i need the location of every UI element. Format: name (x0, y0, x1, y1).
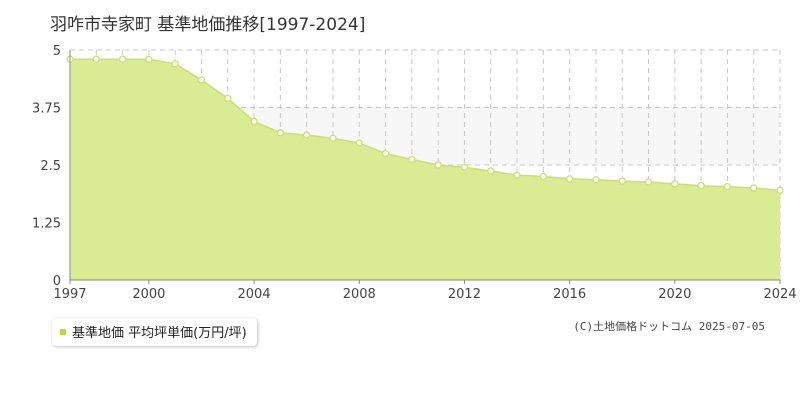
series-line (70, 58, 781, 192)
data-point (697, 182, 705, 190)
y-tick-label: 1.25 (32, 217, 61, 232)
chart-title: 羽咋市寺家町 基準地価推移[1997-2024] (50, 15, 366, 35)
legend: 基準地価 平均坪単価(万円/坪) (52, 318, 257, 346)
data-point (434, 161, 442, 169)
x-tick-label: 2000 (132, 287, 165, 302)
x-tick-label: 1997 (53, 287, 86, 302)
data-point (723, 182, 732, 191)
x-tick-label: 2016 (553, 287, 586, 302)
legend-label: 基準地価 平均坪単価(万円/坪) (72, 326, 247, 341)
data-point (118, 55, 127, 63)
data-point (750, 184, 758, 192)
y-tick-labels: 0 1.25 2.5 3.75 5 (32, 44, 61, 289)
data-point (92, 55, 100, 63)
area-series (70, 59, 780, 281)
x-tick-label: 2020 (658, 287, 691, 302)
data-point (250, 117, 258, 125)
y-tick-label: 5 (53, 44, 61, 59)
data-point (197, 76, 206, 84)
data-point (487, 167, 495, 175)
data-point (671, 180, 679, 188)
data-point (224, 94, 232, 102)
x-tick-label: 2004 (238, 287, 271, 302)
data-point (276, 129, 285, 137)
credit-text: (C)土地価格ドットコム 2025-07-05 (573, 320, 765, 333)
data-point (460, 163, 469, 171)
data-point (355, 139, 363, 147)
data-points (66, 55, 784, 194)
legend-swatch (60, 328, 66, 335)
data-point (408, 155, 416, 164)
y-tick-label: 0 (53, 274, 61, 289)
x-tick-label: 2024 (763, 287, 796, 302)
data-point (329, 134, 337, 142)
data-point (145, 55, 153, 63)
x-tick-label: 2008 (343, 287, 376, 302)
data-point (644, 178, 653, 186)
data-point (618, 177, 626, 185)
y-tick-label: 3.75 (32, 102, 61, 117)
data-point (776, 186, 784, 194)
x-tick-label: 2012 (448, 287, 481, 302)
data-point (513, 171, 521, 179)
data-point (565, 175, 574, 183)
data-point (303, 131, 311, 139)
data-point (171, 60, 179, 68)
data-point (539, 172, 547, 181)
y-tick-label: 2.5 (40, 159, 61, 174)
data-point (592, 176, 600, 184)
data-point (381, 149, 390, 158)
x-tick-labels: 1997 2000 2004 2008 2012 2016 2020 2024 (53, 280, 797, 302)
